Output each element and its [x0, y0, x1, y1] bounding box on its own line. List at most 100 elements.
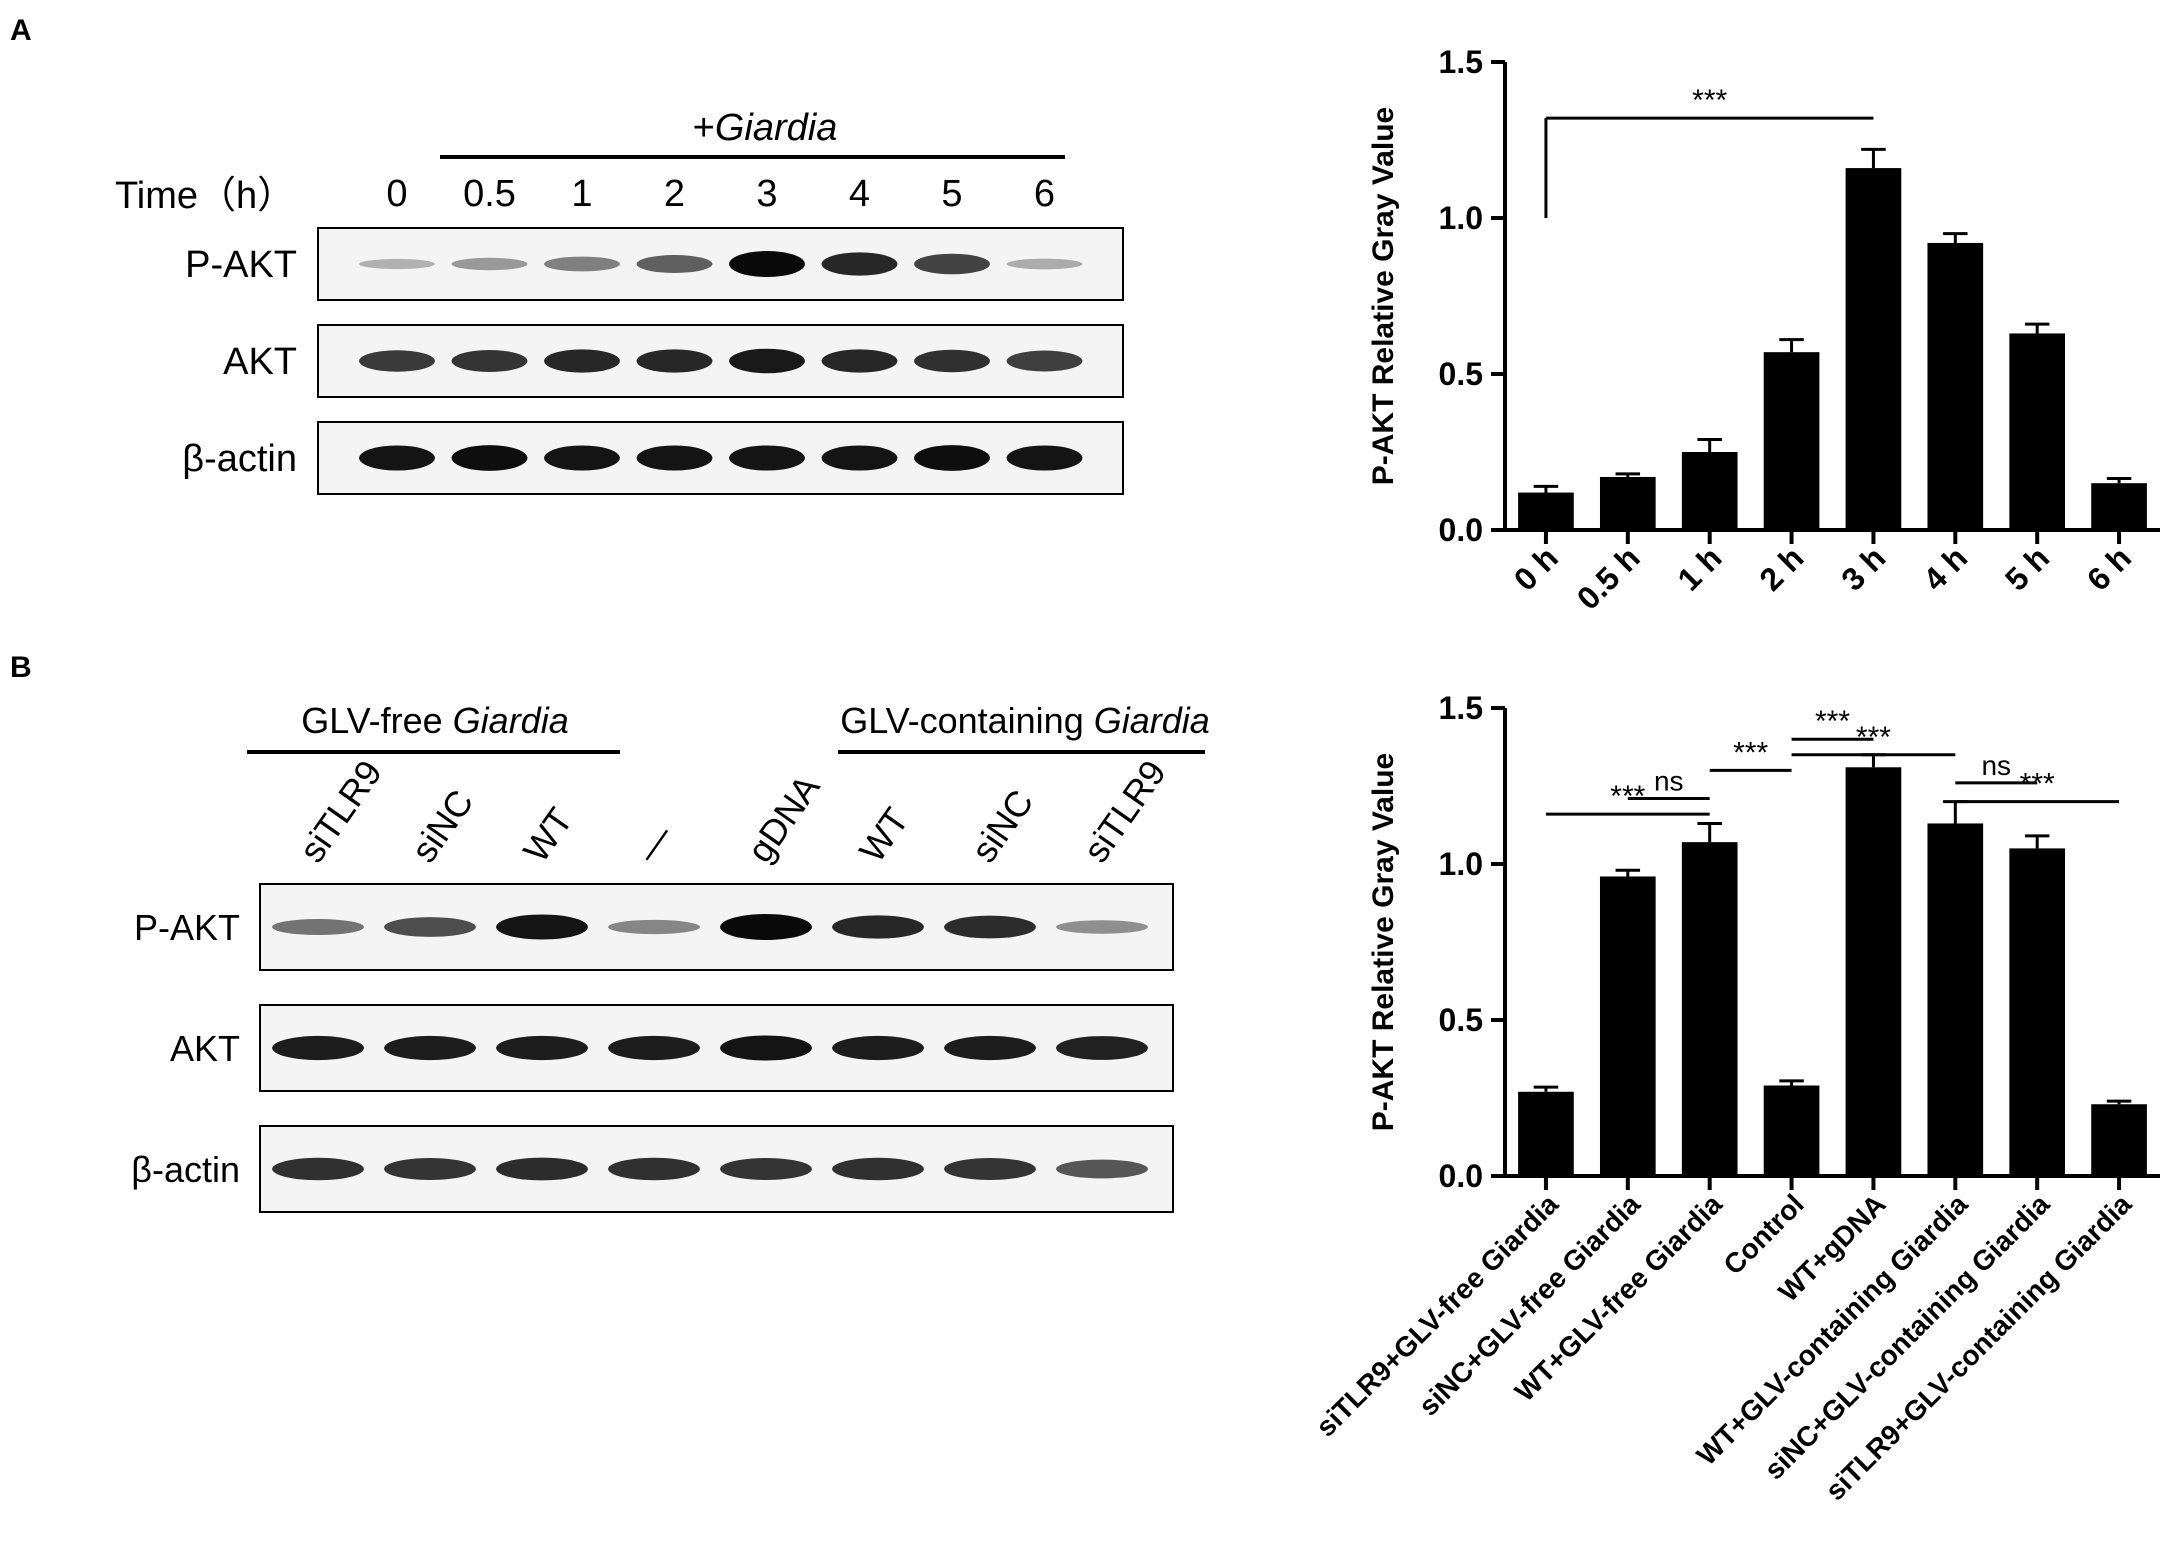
significance-label: *** — [1733, 736, 1768, 769]
protein-band — [914, 349, 990, 373]
bar — [1763, 1085, 1820, 1176]
protein-band — [1056, 920, 1148, 934]
y-tick-label: 1.5 — [1439, 690, 1483, 726]
lane-label: siNC — [403, 782, 481, 869]
lane-label: 2 — [664, 173, 685, 215]
x-tick-label: 5 h — [1998, 539, 2056, 597]
bar — [1599, 476, 1656, 530]
protein-band — [944, 1035, 1036, 1061]
bar — [2091, 1104, 2147, 1176]
group-label-glv-containing: GLV-containing Giardia — [840, 700, 1210, 741]
row-label: AKT — [223, 341, 297, 383]
protein-band — [272, 918, 364, 936]
protein-band — [832, 1157, 924, 1181]
bar — [1763, 352, 1820, 530]
bar — [2009, 333, 2066, 530]
protein-band — [1056, 1036, 1148, 1060]
row-label: AKT — [170, 1028, 240, 1069]
protein-band — [914, 445, 990, 471]
protein-band — [359, 350, 435, 372]
y-tick-label: 0.5 — [1439, 1002, 1483, 1038]
protein-band — [359, 445, 435, 471]
protein-band — [944, 1157, 1036, 1181]
treatment-label: +Giardia — [693, 107, 838, 149]
y-tick-label: 0.0 — [1439, 512, 1483, 548]
significance-label: *** — [1692, 84, 1727, 117]
x-tick-label: 3 h — [1834, 539, 1892, 597]
lane-label: siNC — [963, 782, 1041, 869]
row-label: β-actin — [182, 438, 297, 480]
bar — [1599, 876, 1656, 1176]
protein-band — [384, 1157, 476, 1181]
lane-label: WT — [851, 800, 917, 869]
protein-band — [821, 252, 898, 276]
bar — [2091, 483, 2147, 530]
protein-band — [720, 914, 812, 940]
lane-label: 0.5 — [463, 173, 516, 215]
bar — [1845, 767, 1902, 1176]
y-tick-label: 0.0 — [1439, 1158, 1483, 1194]
bar-chart-b: 0.0 0.5 1.0 1.5 P-AKT Relative Gray Value siT… — [1310, 690, 2160, 1506]
bar — [1518, 1091, 1574, 1176]
protein-band — [636, 349, 713, 373]
protein-band — [451, 349, 528, 373]
bar-chart-a: 0.0 0.5 1.0 1.5 P-AKT Relative Gray Value 0 h… — [1367, 44, 2160, 617]
bar — [1927, 242, 1984, 530]
lane-label: WT — [515, 800, 581, 869]
bar — [1681, 452, 1738, 530]
protein-band — [729, 251, 805, 277]
protein-band — [384, 1035, 476, 1061]
protein-band — [451, 445, 528, 471]
protein-band — [914, 253, 990, 275]
lane-label: 1 — [571, 173, 592, 215]
bar — [1681, 842, 1738, 1176]
protein-band — [1006, 445, 1083, 471]
protein-band — [272, 1157, 364, 1181]
x-tick-label: 1 h — [1670, 539, 1728, 597]
protein-band — [496, 914, 588, 940]
protein-band — [832, 915, 924, 939]
protein-band — [636, 445, 713, 471]
time-axis-label: Time（h） — [115, 175, 295, 217]
bar — [1845, 168, 1902, 530]
protein-band — [1006, 258, 1083, 270]
protein-band — [272, 1035, 364, 1061]
lane-label: 5 — [941, 173, 962, 215]
protein-band — [636, 255, 713, 273]
protein-band — [608, 919, 700, 935]
significance-label: ns — [1981, 750, 2011, 781]
x-tick-label: 4 h — [1916, 539, 1974, 597]
significance-label: ns — [1654, 765, 1684, 796]
significance-label: *** — [1815, 705, 1850, 738]
protein-band — [544, 256, 620, 272]
protein-band — [496, 1157, 588, 1181]
bar — [1927, 823, 1984, 1176]
lane-label: 6 — [1034, 173, 1055, 215]
significance-label: *** — [1856, 721, 1891, 754]
lane-label: 3 — [756, 173, 777, 215]
significance-label: *** — [1610, 780, 1645, 813]
panel-a-label: A — [10, 14, 32, 47]
blot-membrane — [317, 421, 1124, 495]
bar — [1518, 492, 1574, 530]
bar — [2009, 848, 2066, 1176]
protein-band — [544, 349, 620, 373]
row-label: P-AKT — [134, 907, 240, 948]
protein-band — [821, 445, 898, 471]
panel-b-label: B — [10, 651, 32, 684]
lane-label: siTLR9 — [1075, 753, 1174, 870]
group-label-glv-free: GLV-free Giardia — [301, 700, 568, 741]
protein-band — [496, 1035, 588, 1061]
y-axis-label: P-AKT Relative Gray Value — [1367, 107, 1400, 486]
y-tick-label: 1.0 — [1439, 846, 1483, 882]
protein-band — [608, 1157, 700, 1181]
protein-band — [720, 1157, 812, 1181]
y-tick-label: 0.5 — [1439, 356, 1483, 392]
blot-membrane — [317, 227, 1124, 301]
protein-band — [384, 917, 476, 937]
lane-label: siTLR9 — [291, 753, 390, 870]
lane-label: 4 — [849, 173, 870, 215]
blot-membrane — [317, 324, 1124, 398]
protein-band — [729, 445, 805, 471]
